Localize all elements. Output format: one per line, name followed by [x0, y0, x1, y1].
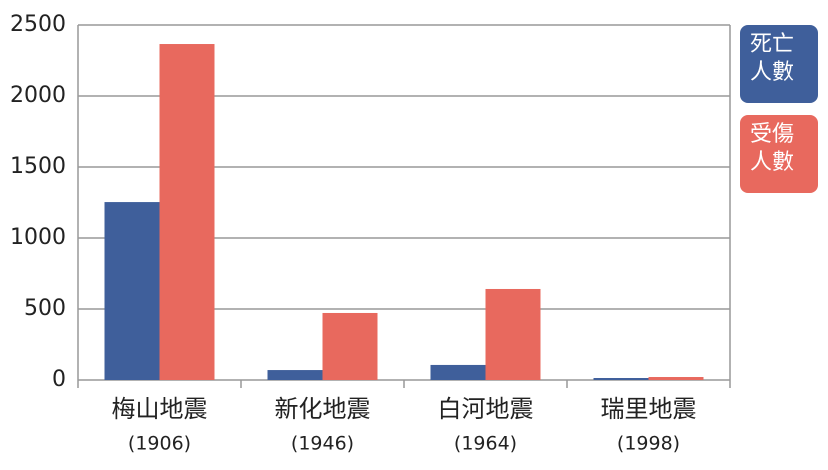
y-tick-label: 1500 — [10, 154, 66, 179]
y-tick-label: 500 — [24, 296, 66, 321]
x-tick-sublabel: (1998) — [617, 433, 680, 455]
bar — [159, 44, 215, 380]
bar — [104, 202, 160, 380]
y-tick-label: 1000 — [10, 225, 66, 250]
bar — [267, 370, 323, 380]
y-tick-label: 2000 — [10, 83, 66, 108]
x-tick-sublabel: (1946) — [291, 433, 354, 455]
bar — [430, 364, 486, 380]
bar — [322, 312, 378, 380]
y-tick-label: 0 — [52, 367, 66, 392]
x-tick-label: 梅山地震 — [112, 395, 208, 423]
bar — [648, 377, 704, 380]
legend-entry: 受傷人數 — [740, 115, 818, 193]
x-tick-sublabel: (1906) — [128, 433, 191, 455]
x-tick-sublabel: (1964) — [454, 433, 517, 455]
bar — [485, 288, 541, 380]
legend-entry: 死亡人數 — [740, 25, 818, 103]
bar — [593, 378, 649, 380]
x-tick-label: 白河地震 — [438, 395, 534, 423]
x-tick-label: 新化地震 — [275, 395, 371, 423]
x-tick-label: 瑞里地震 — [601, 395, 697, 423]
y-tick-label: 2500 — [10, 12, 66, 37]
